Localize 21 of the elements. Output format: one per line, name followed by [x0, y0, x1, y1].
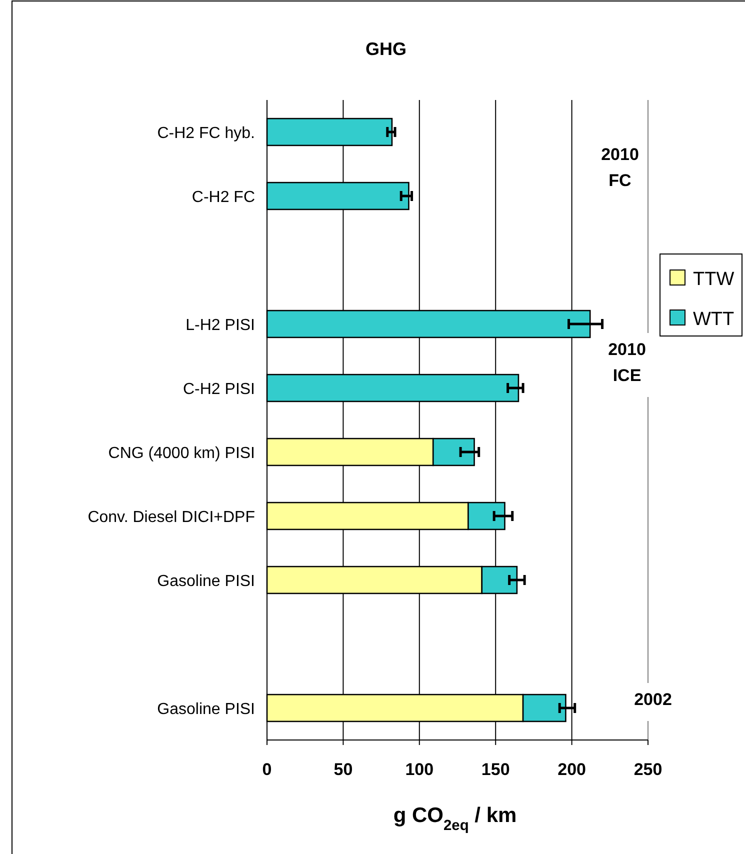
x-axis-title: g CO$_{2eq}$ / km: [393, 804, 517, 834]
y-tick-label: Gasoline PISI: [157, 573, 255, 590]
x-tick-label: 150: [481, 760, 510, 779]
annotation: 2010 ICE: [608, 340, 646, 385]
x-tick-label: 100: [405, 760, 434, 779]
x-tick-label: 250: [634, 760, 662, 779]
y-tick-label: C-H2 PISI: [182, 381, 255, 398]
y-tick-label: CNG (4000 km) PISI: [108, 445, 255, 462]
y-tick-label: C-H2 FC hyb.: [157, 125, 255, 142]
y-tick-label: Conv. Diesel DICI+DPF: [88, 509, 256, 526]
y-tick-label: L-H2 PISI: [186, 317, 255, 334]
annotation: 2002: [634, 690, 672, 709]
y-tick-label: C-H2 FC: [192, 189, 255, 206]
legend-label: WTT: [693, 309, 735, 330]
x-tick-label: 50: [334, 760, 353, 779]
x-tick-label: 200: [558, 760, 586, 779]
legend-label: TTW: [693, 269, 734, 290]
chart-title: GHG: [365, 39, 407, 59]
y-tick-label: Gasoline PISI: [157, 701, 255, 718]
annotation: 2010 FC: [601, 145, 639, 190]
x-tick-label: 0: [262, 760, 272, 779]
